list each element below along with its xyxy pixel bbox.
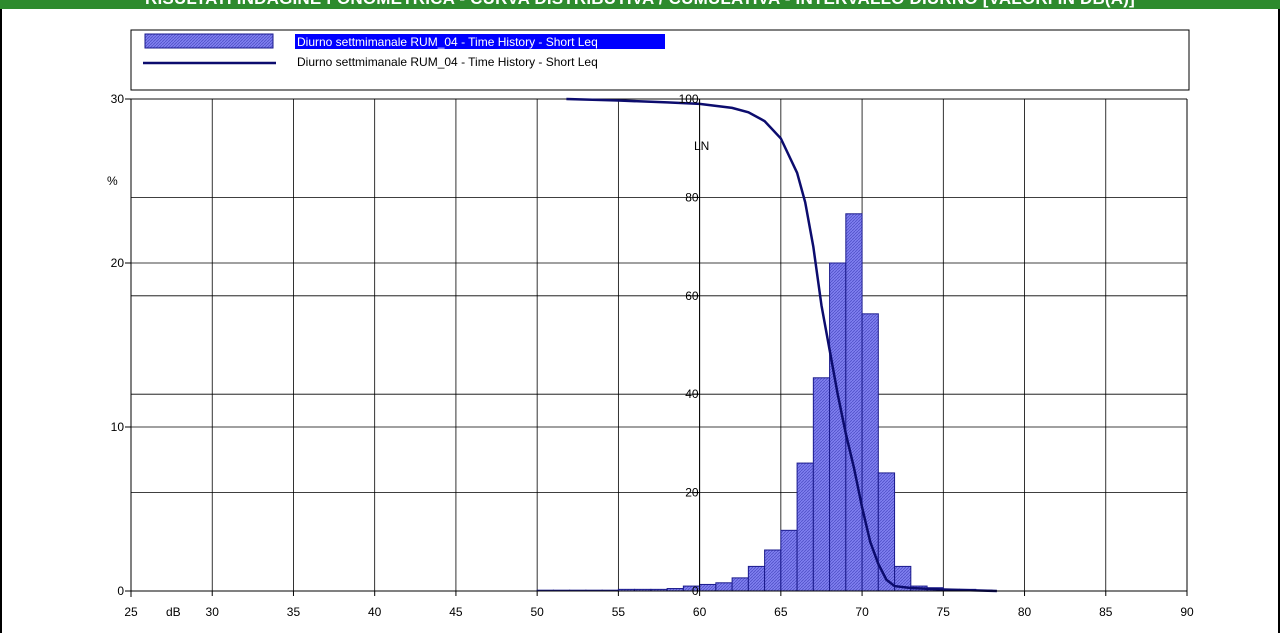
y-left-tick-label: 20 (111, 256, 125, 270)
x-tick-label: 75 (937, 605, 951, 619)
axes: 0 10 20 30 0 20 40 60 80 100 25 30 35 40 45 50 55 60 65 70 7… (111, 92, 1194, 619)
y-right-tick-label: 80 (685, 190, 699, 204)
histogram-bar (845, 213, 863, 592)
y-left-tick-label: 10 (111, 420, 125, 434)
x-tick-label: 65 (774, 605, 788, 619)
y-right-tick-label: 100 (679, 92, 699, 106)
page-title: RISULTATI INDAGINE FONOMETRICA - CURVA D… (0, 0, 1280, 9)
x-tick-label: 35 (287, 605, 301, 619)
x-tick-label: 70 (855, 605, 869, 619)
x-tick-label: 40 (368, 605, 382, 619)
legend-line-label: Diurno settmimanale RUM_04 - Time Histor… (297, 55, 598, 69)
legend-bar-swatch (144, 33, 274, 49)
histogram-bar (715, 582, 733, 592)
histogram-bar (731, 577, 749, 592)
x-unit-label: dB (166, 605, 181, 619)
y-right-tick-label: 20 (685, 486, 699, 500)
y-right-label: LN (694, 139, 709, 153)
histogram-bar (861, 313, 879, 592)
y-right-tick-label: 40 (685, 387, 699, 401)
x-tick-label: 30 (206, 605, 220, 619)
x-tick-label: 60 (693, 605, 707, 619)
y-right-tick-label: 60 (685, 289, 699, 303)
legend: Diurno settmimanale RUM_04 - Time Histor… (130, 29, 1190, 91)
x-tick-label: 25 (124, 605, 138, 619)
x-tick-label: 90 (1180, 605, 1194, 619)
histogram-bars (536, 213, 993, 592)
title-bar: RISULTATI INDAGINE FONOMETRICA - CURVA D… (0, 0, 1280, 9)
frame-right-border (1278, 9, 1280, 633)
x-tick-label: 80 (1018, 605, 1032, 619)
grid (131, 98, 1188, 592)
axis-labels: % LN dB (107, 139, 709, 619)
cumulative-curve (566, 97, 997, 593)
x-tick-label: 45 (449, 605, 463, 619)
legend-text-highlight (295, 34, 665, 49)
histogram-bar (780, 529, 798, 592)
cumulative-line (566, 97, 997, 593)
frame-left-border (0, 9, 2, 633)
histogram-bar (764, 549, 782, 592)
y-left-unit-label: % (107, 174, 118, 188)
histogram-bar (747, 565, 766, 592)
histogram-bar (812, 377, 831, 592)
y-left-tick-label: 30 (111, 92, 125, 106)
x-tick-label: 50 (530, 605, 544, 619)
legend-bar-label: Diurno settmimanale RUM_04 - Time Histor… (297, 35, 598, 49)
histogram-bar (877, 472, 896, 592)
y-right-tick-label: 0 (692, 584, 699, 598)
histogram-bar (796, 462, 814, 592)
y-left-tick-label: 0 (117, 584, 124, 598)
x-tick-label: 55 (612, 605, 626, 619)
histogram-bar (699, 583, 717, 592)
x-tick-label: 85 (1099, 605, 1113, 619)
